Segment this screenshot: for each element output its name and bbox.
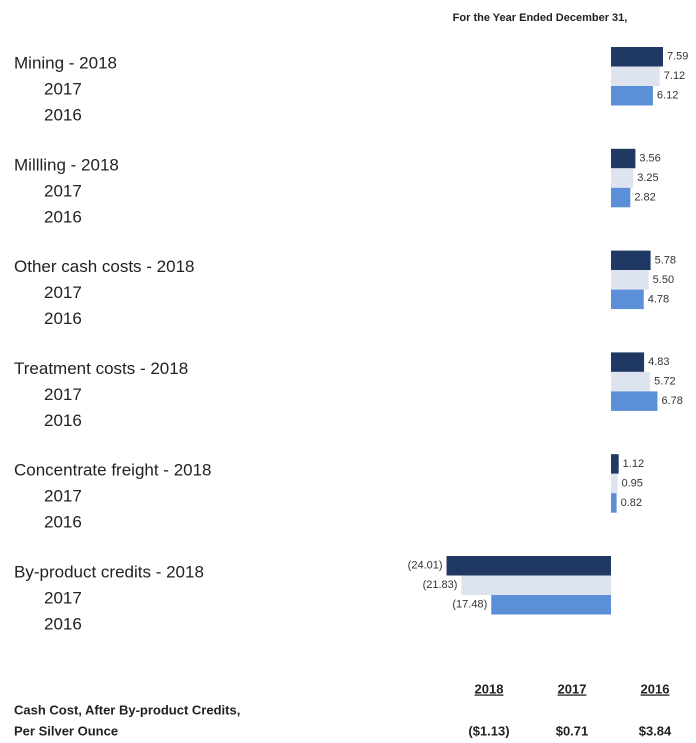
- value-label: 4.83: [648, 356, 669, 368]
- series-label: 2017: [44, 79, 82, 98]
- bar: [611, 66, 660, 86]
- bar: [611, 454, 619, 474]
- value-label: 4.78: [648, 293, 669, 305]
- summary-label: Cash Cost, After By-product Credits,: [14, 702, 240, 717]
- series-label: 2016: [44, 309, 82, 328]
- series-label: 2016: [44, 614, 82, 633]
- summary-value: $0.71: [556, 723, 589, 738]
- series-label: 2016: [44, 207, 82, 226]
- column-header: 2017: [558, 681, 587, 696]
- bar: [611, 493, 617, 513]
- series-label: 2017: [44, 588, 82, 607]
- category-label: By-product credits - 2018: [14, 562, 204, 581]
- column-header: 2016: [641, 681, 670, 696]
- bar: [611, 473, 618, 494]
- series-label: 2017: [44, 487, 82, 506]
- series-label: 2017: [44, 181, 82, 200]
- category-label: Treatment costs - 2018: [14, 359, 188, 378]
- bar: [611, 86, 653, 106]
- series-label: 2017: [44, 385, 82, 404]
- bar: [611, 391, 658, 411]
- category-label: Concentrate freight - 2018: [14, 461, 212, 480]
- series-label: 2017: [44, 283, 82, 302]
- summary-label: Per Silver Ounce: [14, 723, 118, 738]
- bar: [611, 187, 631, 208]
- value-label: (24.01): [408, 560, 443, 572]
- bar: [611, 270, 649, 290]
- value-label: 7.12: [664, 70, 685, 82]
- bar: [611, 250, 651, 271]
- value-label: 0.95: [622, 477, 643, 489]
- bar: [611, 148, 636, 169]
- value-label: 6.12: [657, 90, 678, 102]
- category-label: Other cash costs - 2018: [14, 257, 194, 276]
- column-header: 2018: [475, 681, 504, 696]
- value-label: 5.78: [655, 254, 676, 266]
- value-label: 2.82: [634, 191, 655, 203]
- bar: [611, 168, 634, 188]
- bar: [446, 556, 611, 576]
- bar: [611, 47, 663, 67]
- bar: [611, 371, 651, 392]
- bar: [461, 575, 611, 595]
- value-label: 0.82: [621, 497, 642, 509]
- summary-value: $3.84: [639, 723, 672, 738]
- summary-value: ($1.13): [468, 723, 509, 738]
- category-label: Millling - 2018: [14, 155, 119, 174]
- value-label: 3.25: [637, 172, 658, 184]
- bar: [611, 352, 645, 372]
- value-label: 6.78: [661, 395, 682, 407]
- bar: [611, 289, 644, 310]
- category-label: Mining - 2018: [14, 53, 117, 72]
- series-label: 2016: [44, 513, 82, 532]
- series-label: 2016: [44, 411, 82, 430]
- value-label: (17.48): [452, 599, 487, 611]
- series-label: 2016: [44, 105, 82, 124]
- value-label: 7.59: [667, 51, 688, 63]
- value-label: 1.12: [623, 458, 644, 470]
- bar: [491, 595, 611, 615]
- subtitle: For the Year Ended December 31,: [453, 12, 628, 24]
- value-label: 5.72: [654, 376, 675, 388]
- value-label: 3.56: [639, 152, 660, 164]
- value-label: 5.50: [653, 274, 674, 286]
- value-label: (21.83): [423, 579, 458, 591]
